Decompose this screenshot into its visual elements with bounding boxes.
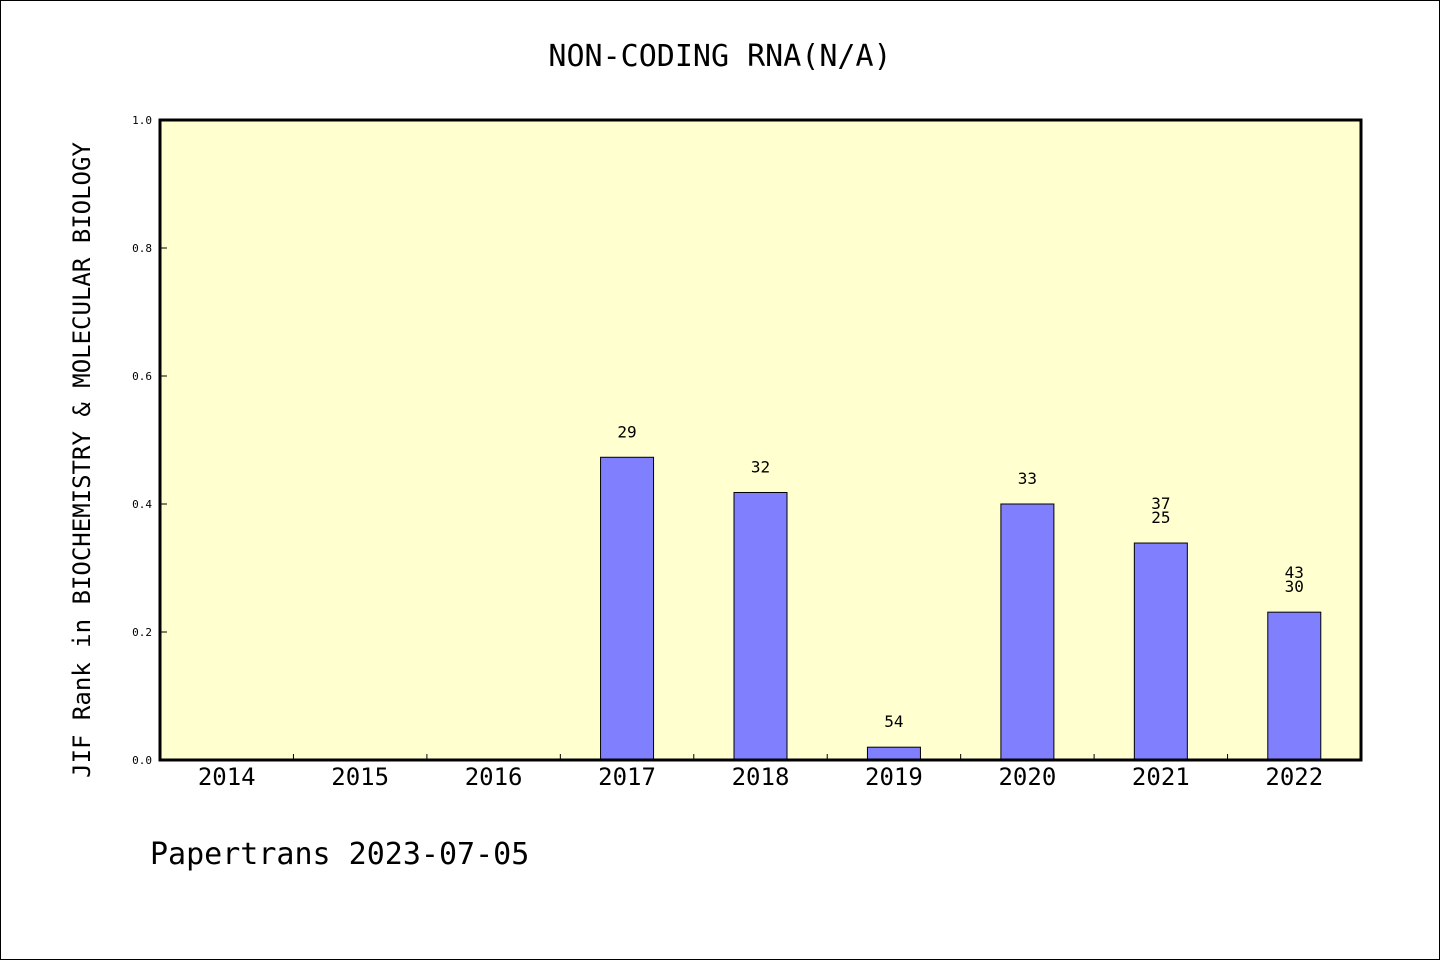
data-label-2018: 32 [751, 457, 770, 476]
x-tick-label: 2015 [331, 763, 389, 791]
y-tick-label: 0.8 [132, 242, 152, 255]
plot-border [158, 118, 1363, 762]
x-tick-label: 2022 [1265, 763, 1323, 791]
x-tick-label: 2020 [998, 763, 1056, 791]
footer-text: Papertrans 2023-07-05 [150, 837, 529, 872]
bar-2020 [1000, 503, 1055, 761]
bar-2017 [600, 456, 655, 761]
x-tick-label: 2014 [198, 763, 256, 791]
bar-2022 [1267, 611, 1322, 761]
data-label-2022: 43 [1285, 563, 1304, 582]
y-tick-label: 0.2 [132, 626, 152, 639]
y-axis-label: JIF Rank in BIOCHEMISTRY & MOLECULAR BIO… [68, 142, 96, 778]
ticks-group: 0.0 0.2 0.4 0.6 0.8 1.0 2014 2015 2016 2017 2018 20… [132, 114, 1323, 791]
bar-2018 [733, 491, 788, 761]
y-tick-label: 0.0 [132, 754, 152, 767]
x-tick-label: 2016 [465, 763, 523, 791]
y-tick-label: 0.4 [132, 498, 152, 511]
bar-2021 [1133, 542, 1188, 761]
data-label-2022: 30 [1285, 577, 1304, 596]
data-label-2017: 29 [617, 422, 636, 441]
data-label-2021: 25 [1151, 508, 1170, 527]
data-label-2020: 33 [1018, 469, 1037, 488]
data-label-2019: 54 [884, 712, 903, 731]
x-tick-label: 2021 [1132, 763, 1190, 791]
y-tick-label: 1.0 [132, 114, 152, 127]
x-tick-label: 2017 [598, 763, 656, 791]
x-tick-label: 2019 [865, 763, 923, 791]
data-label-2021: 37 [1151, 494, 1170, 513]
chart-title: NON-CODING RNA(N/A) [548, 39, 891, 74]
bar-2019 [866, 746, 921, 761]
x-tick-label: 2018 [732, 763, 790, 791]
y-tick-label: 0.6 [132, 370, 152, 383]
